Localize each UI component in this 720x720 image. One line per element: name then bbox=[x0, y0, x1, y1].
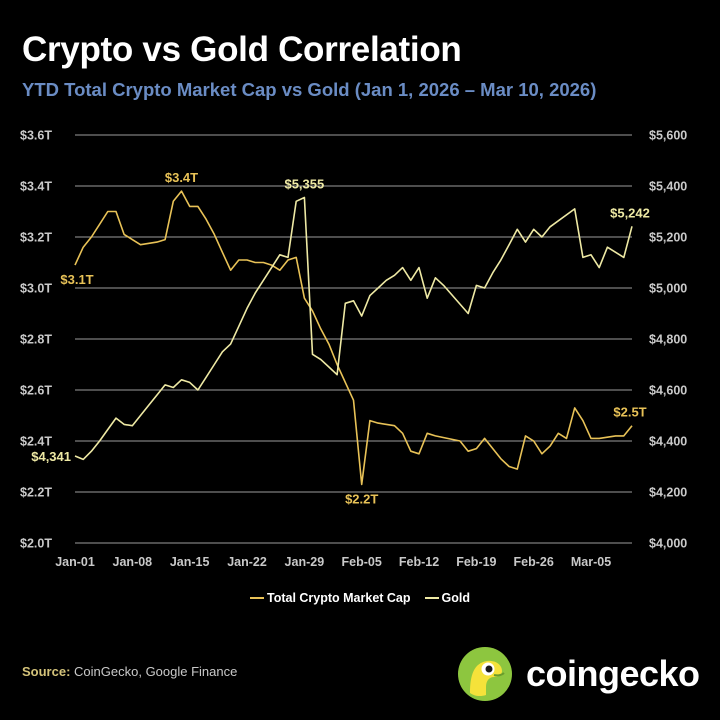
x-tick-label: Jan-22 bbox=[227, 555, 267, 569]
y-right-tick-label: $4,600 bbox=[649, 384, 687, 398]
y-right-tick-label: $4,000 bbox=[649, 537, 687, 551]
gecko-logo-icon bbox=[458, 647, 512, 701]
x-tick-label: Feb-26 bbox=[514, 555, 554, 569]
data-label: $3.4T bbox=[165, 170, 198, 185]
chart-title: Crypto vs Gold Correlation bbox=[22, 30, 462, 69]
brand-name: coingecko bbox=[526, 653, 700, 694]
x-tick-label: Mar-05 bbox=[571, 555, 611, 569]
data-label: $2.2T bbox=[345, 491, 378, 506]
chart-subtitle: YTD Total Crypto Market Cap vs Gold (Jan… bbox=[22, 79, 597, 100]
gold-price-line bbox=[74, 196, 633, 461]
x-axis: Jan-01 Jan-08 Jan-15 Jan-22 Jan-29 Feb-05 Feb-… bbox=[55, 555, 611, 569]
y-right-tick-label: $4,800 bbox=[649, 333, 687, 347]
x-tick-label: Feb-19 bbox=[456, 555, 496, 569]
x-tick-label: Jan-15 bbox=[170, 555, 210, 569]
legend-swatch-crypto bbox=[249, 597, 264, 599]
chart-lines bbox=[74, 190, 633, 486]
data-label: $5,355 bbox=[284, 176, 324, 191]
y-axis-left: $2.0T $2.2T $2.4T $2.6T $2.8T $3.0T $3.2T $3.4T… bbox=[20, 129, 52, 551]
y-axis-right: $4,000 $4,200 $4,400 $4,600 $4,800 $5,000 $5,2… bbox=[649, 129, 687, 551]
source-label: Source: bbox=[22, 664, 71, 679]
chart-legend: Total Crypto Market Cap Gold bbox=[0, 591, 720, 605]
data-label: $3.1T bbox=[60, 272, 93, 287]
brand[interactable]: coingecko bbox=[456, 645, 700, 703]
x-tick-label: Feb-12 bbox=[399, 555, 439, 569]
data-label: $2.5T bbox=[613, 405, 646, 420]
y-left-tick-label: $3.2T bbox=[20, 231, 52, 245]
x-tick-label: Jan-08 bbox=[113, 555, 153, 569]
y-left-tick-label: $3.6T bbox=[20, 129, 52, 143]
legend-swatch-gold bbox=[424, 597, 439, 599]
chart-annotations: $3.1T $3.4T $2.2T $2.5T $4,341 $5,355 $5,242 bbox=[31, 170, 650, 506]
legend-item-crypto[interactable]: Total Crypto Market Cap bbox=[249, 591, 411, 605]
y-right-tick-label: $5,600 bbox=[649, 129, 687, 143]
y-right-tick-label: $4,200 bbox=[649, 486, 687, 500]
y-left-tick-label: $2.8T bbox=[20, 333, 52, 347]
y-left-tick-label: $3.4T bbox=[20, 180, 52, 194]
data-label: $5,242 bbox=[610, 205, 650, 220]
y-right-tick-label: $5,200 bbox=[649, 231, 687, 245]
chart-grid bbox=[75, 134, 632, 544]
y-left-tick-label: $2.2T bbox=[20, 486, 52, 500]
x-tick-label: Jan-01 bbox=[55, 555, 95, 569]
crypto-market-cap-line bbox=[74, 190, 633, 486]
y-right-tick-label: $5,000 bbox=[649, 282, 687, 296]
legend-item-gold[interactable]: Gold bbox=[424, 591, 470, 605]
y-left-tick-label: $2.6T bbox=[20, 384, 52, 398]
x-tick-label: Feb-05 bbox=[342, 555, 382, 569]
y-left-tick-label: $3.0T bbox=[20, 282, 52, 296]
y-left-tick-label: $2.4T bbox=[20, 435, 52, 449]
legend-label-crypto: Total Crypto Market Cap bbox=[266, 591, 411, 605]
y-right-tick-label: $5,400 bbox=[649, 180, 687, 194]
source-note: Source: CoinGecko, Google Finance bbox=[22, 664, 237, 679]
y-left-tick-label: $2.0T bbox=[20, 537, 52, 551]
data-label: $4,341 bbox=[31, 449, 71, 464]
y-right-tick-label: $4,400 bbox=[649, 435, 687, 449]
x-tick-label: Jan-29 bbox=[285, 555, 325, 569]
source-text: CoinGecko, Google Finance bbox=[74, 664, 238, 679]
legend-label-gold: Gold bbox=[441, 591, 470, 605]
